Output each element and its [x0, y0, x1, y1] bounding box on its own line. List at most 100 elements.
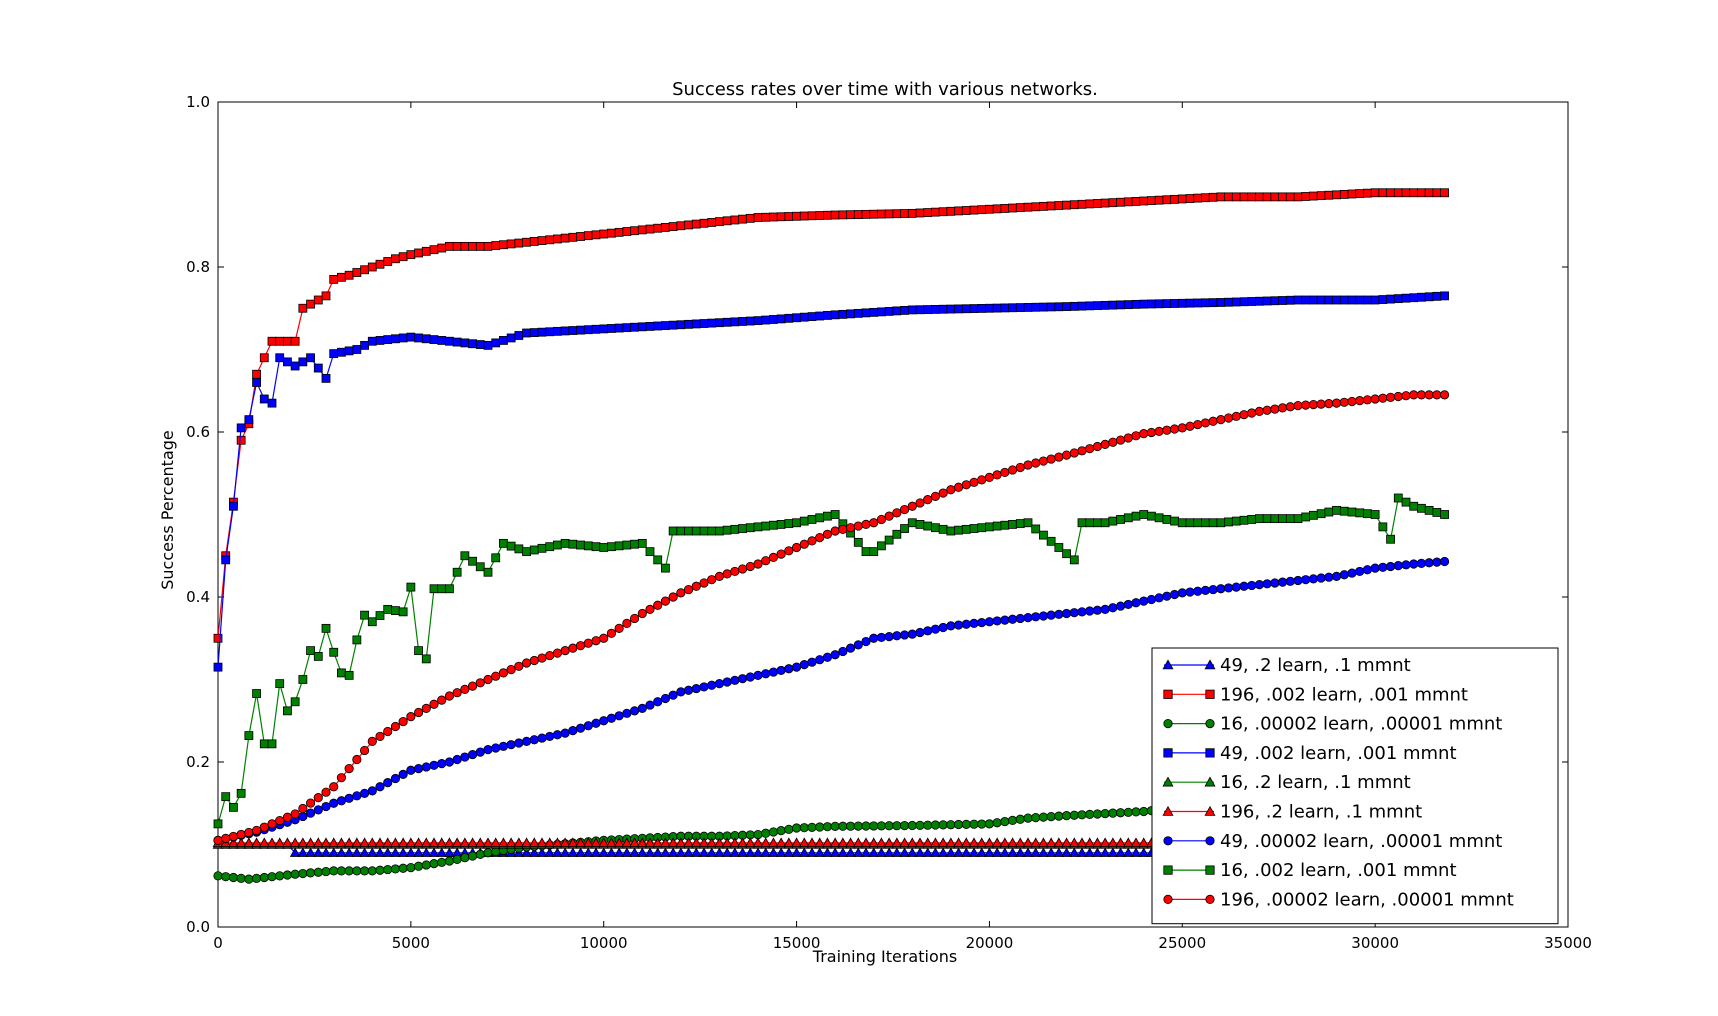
legend-label: 49, .2 learn, .1 mmnt: [1220, 655, 1411, 676]
legend-entry: 49, .002 learn, .001 mmnt: [1163, 743, 1457, 764]
data-point: [390, 773, 401, 784]
data-point: [599, 543, 609, 552]
data-point: [576, 325, 585, 335]
data-point: [298, 811, 308, 822]
data-point: [1316, 399, 1326, 409]
data-point: [814, 847, 825, 857]
data-point: [1277, 577, 1288, 587]
data-point: [637, 538, 647, 548]
data-point: [1393, 561, 1403, 571]
data-point: [931, 523, 940, 533]
data-point: [429, 584, 439, 594]
data-point: [946, 820, 956, 830]
data-point: [1069, 555, 1079, 565]
data-point: [383, 257, 393, 266]
data-point: [985, 522, 994, 532]
data-point: [799, 660, 809, 670]
legend-marker: [1205, 894, 1215, 905]
data-point: [668, 320, 678, 330]
data-point: [575, 723, 586, 733]
data-point: [259, 739, 269, 749]
data-point: [661, 563, 670, 573]
data-point: [575, 641, 586, 651]
data-point: [483, 241, 493, 251]
data-point: [529, 847, 540, 857]
data-point: [428, 837, 440, 847]
data-point: [1231, 297, 1241, 307]
data-point: [545, 542, 555, 552]
data-point: [1123, 847, 1134, 857]
data-point: [460, 241, 470, 251]
data-point: [436, 847, 447, 857]
data-point: [1131, 511, 1141, 521]
data-point: [938, 304, 948, 314]
data-point: [807, 515, 817, 524]
data-point: [861, 547, 871, 557]
legend-entry: 16, .00002 learn, .00001 mmnt: [1163, 714, 1502, 735]
data-point: [629, 837, 640, 847]
data-point: [1085, 809, 1095, 819]
legend-label: 196, .002 learn, .001 mmnt: [1220, 684, 1468, 705]
data-point: [907, 847, 918, 857]
data-point: [321, 801, 331, 812]
data-point: [1432, 291, 1442, 301]
data-point: [452, 567, 462, 577]
data-point: [544, 837, 555, 847]
data-point: [1216, 584, 1226, 594]
legend: 49, .2 learn, .1 mmnt 196, .002 learn, .0…: [1151, 647, 1559, 925]
x-tick-label: 35000: [1544, 934, 1592, 952]
data-point: [653, 697, 663, 707]
data-point: [313, 837, 324, 847]
data-point: [468, 556, 477, 566]
data-point: [1339, 295, 1349, 305]
x-tick-label: 15000: [773, 934, 821, 952]
data-point: [822, 847, 833, 857]
data-point: [352, 866, 362, 876]
data-point: [830, 310, 840, 320]
data-point: [1069, 810, 1079, 820]
data-point: [568, 726, 578, 736]
data-point: [1185, 194, 1195, 203]
data-point: [729, 837, 741, 847]
data-point: [329, 349, 339, 359]
data-point: [1316, 295, 1326, 305]
axes-frame: [217, 101, 1569, 928]
data-point: [236, 435, 246, 445]
data-point: [1347, 568, 1357, 578]
legend-marker: [1163, 836, 1173, 846]
data-point: [1162, 425, 1172, 435]
legend-label: 16, .2 learn, .1 mmnt: [1220, 772, 1411, 793]
data-point: [667, 837, 679, 847]
data-point: [1000, 520, 1010, 530]
legend-marker: [1162, 776, 1174, 787]
data-point: [468, 241, 477, 251]
data-point: [645, 700, 655, 710]
data-point: [684, 220, 693, 230]
data-point: [1038, 837, 1049, 847]
data-point: [629, 613, 640, 624]
data-point: [1424, 558, 1434, 568]
data-point: [876, 821, 887, 831]
data-point: [684, 319, 693, 329]
data-point: [290, 361, 300, 371]
data-point: [1039, 302, 1048, 312]
data-point: [413, 837, 424, 847]
data-point: [390, 847, 401, 857]
data-point: [1115, 847, 1126, 857]
data-point: [730, 317, 740, 327]
data-point: [891, 847, 903, 857]
data-point: [892, 529, 902, 539]
data-point: [437, 336, 447, 345]
data-point: [290, 809, 300, 819]
legend-marker: [1163, 689, 1173, 699]
data-point: [1339, 397, 1349, 407]
data-point: [1100, 300, 1110, 310]
data-point: [907, 208, 917, 218]
data-point: [352, 635, 362, 645]
data-point: [382, 837, 393, 847]
data-point: [915, 520, 925, 529]
data-point: [344, 763, 354, 774]
data-point: [460, 853, 470, 863]
data-point: [298, 803, 308, 814]
data-point: [721, 847, 733, 857]
